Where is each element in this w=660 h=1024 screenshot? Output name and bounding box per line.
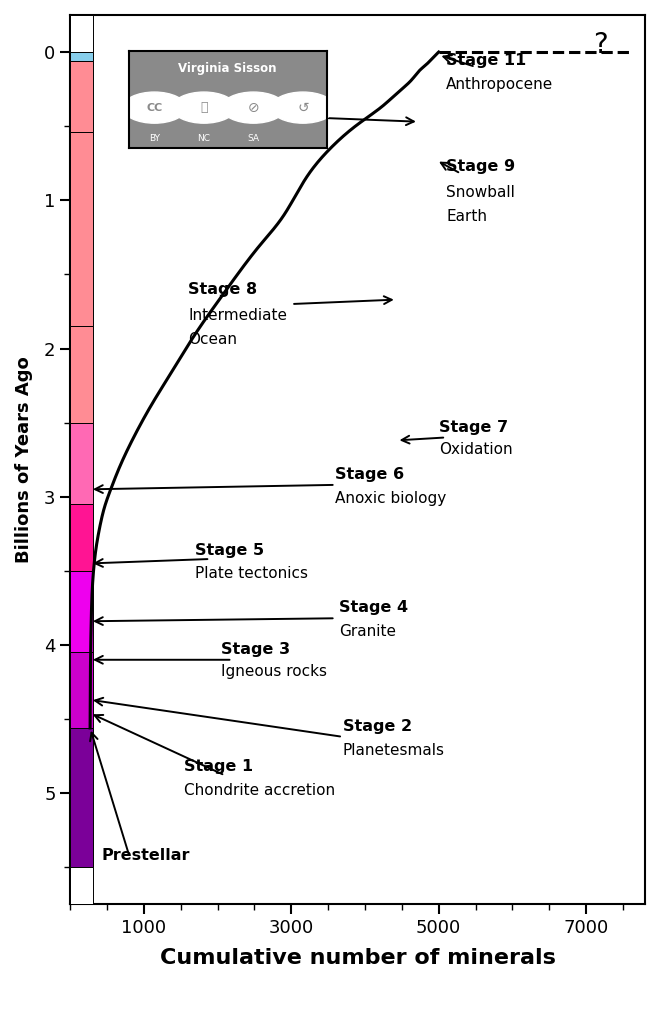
Bar (70, 61, 93, 132)
Text: Stage 1: Stage 1 (184, 759, 253, 774)
Text: Stage 10: Stage 10 (203, 101, 283, 116)
Text: Ocean: Ocean (188, 332, 237, 347)
Circle shape (271, 92, 335, 123)
Text: ⊘: ⊘ (248, 100, 259, 115)
Text: Plate tectonics: Plate tectonics (195, 566, 308, 582)
Text: Stage 2: Stage 2 (343, 719, 412, 734)
Text: Stage 11: Stage 11 (446, 53, 526, 69)
Text: SA: SA (248, 134, 259, 143)
Text: Stage 7: Stage 7 (439, 420, 508, 434)
Text: ?: ? (593, 31, 608, 58)
Bar (70, 132, 93, 327)
Text: Stage 8: Stage 8 (188, 282, 257, 297)
Text: Phanerozoic: Phanerozoic (203, 126, 296, 141)
Text: Intermediate: Intermediate (188, 308, 287, 324)
Text: Earth: Earth (446, 209, 487, 224)
Bar (70, 504, 93, 570)
Text: Stage 5: Stage 5 (195, 543, 265, 558)
Bar (70, 327, 93, 423)
Text: Planetesmals: Planetesmals (343, 742, 445, 758)
X-axis label: Cumulative number of minerals: Cumulative number of minerals (160, 948, 556, 968)
Text: Stage 6: Stage 6 (335, 467, 405, 482)
Text: Granite: Granite (339, 624, 396, 639)
Y-axis label: Billions of Years Ago: Billions of Years Ago (15, 356, 33, 563)
Text: ↺: ↺ (297, 100, 309, 115)
Text: Stage 3: Stage 3 (221, 642, 290, 657)
Bar (70, 652, 93, 728)
Circle shape (172, 92, 236, 123)
Text: Oxidation: Oxidation (439, 441, 512, 457)
Bar (70, 867, 93, 904)
Circle shape (222, 92, 285, 123)
Text: Anthropocene: Anthropocene (446, 77, 553, 92)
Text: Anoxic biology: Anoxic biology (335, 490, 447, 506)
Text: Chondrite accretion: Chondrite accretion (184, 782, 335, 798)
Text: Stage 9: Stage 9 (446, 159, 515, 174)
Bar (70, 570, 93, 652)
Bar (70, 423, 93, 504)
Text: Stage 4: Stage 4 (339, 600, 409, 615)
Text: Snowball: Snowball (446, 185, 515, 201)
Text: NC: NC (197, 134, 211, 143)
Text: BY: BY (149, 134, 160, 143)
Text: CC: CC (147, 102, 162, 113)
Circle shape (123, 92, 186, 123)
Text: Virginia Sisson: Virginia Sisson (178, 62, 277, 75)
Bar (70, 15, 93, 52)
Text: Prestellar: Prestellar (102, 848, 190, 863)
Text: Ⓟ: Ⓟ (200, 101, 208, 114)
Bar (70, 52, 93, 61)
Bar (70, 728, 93, 867)
Text: Igneous rocks: Igneous rocks (221, 665, 327, 679)
